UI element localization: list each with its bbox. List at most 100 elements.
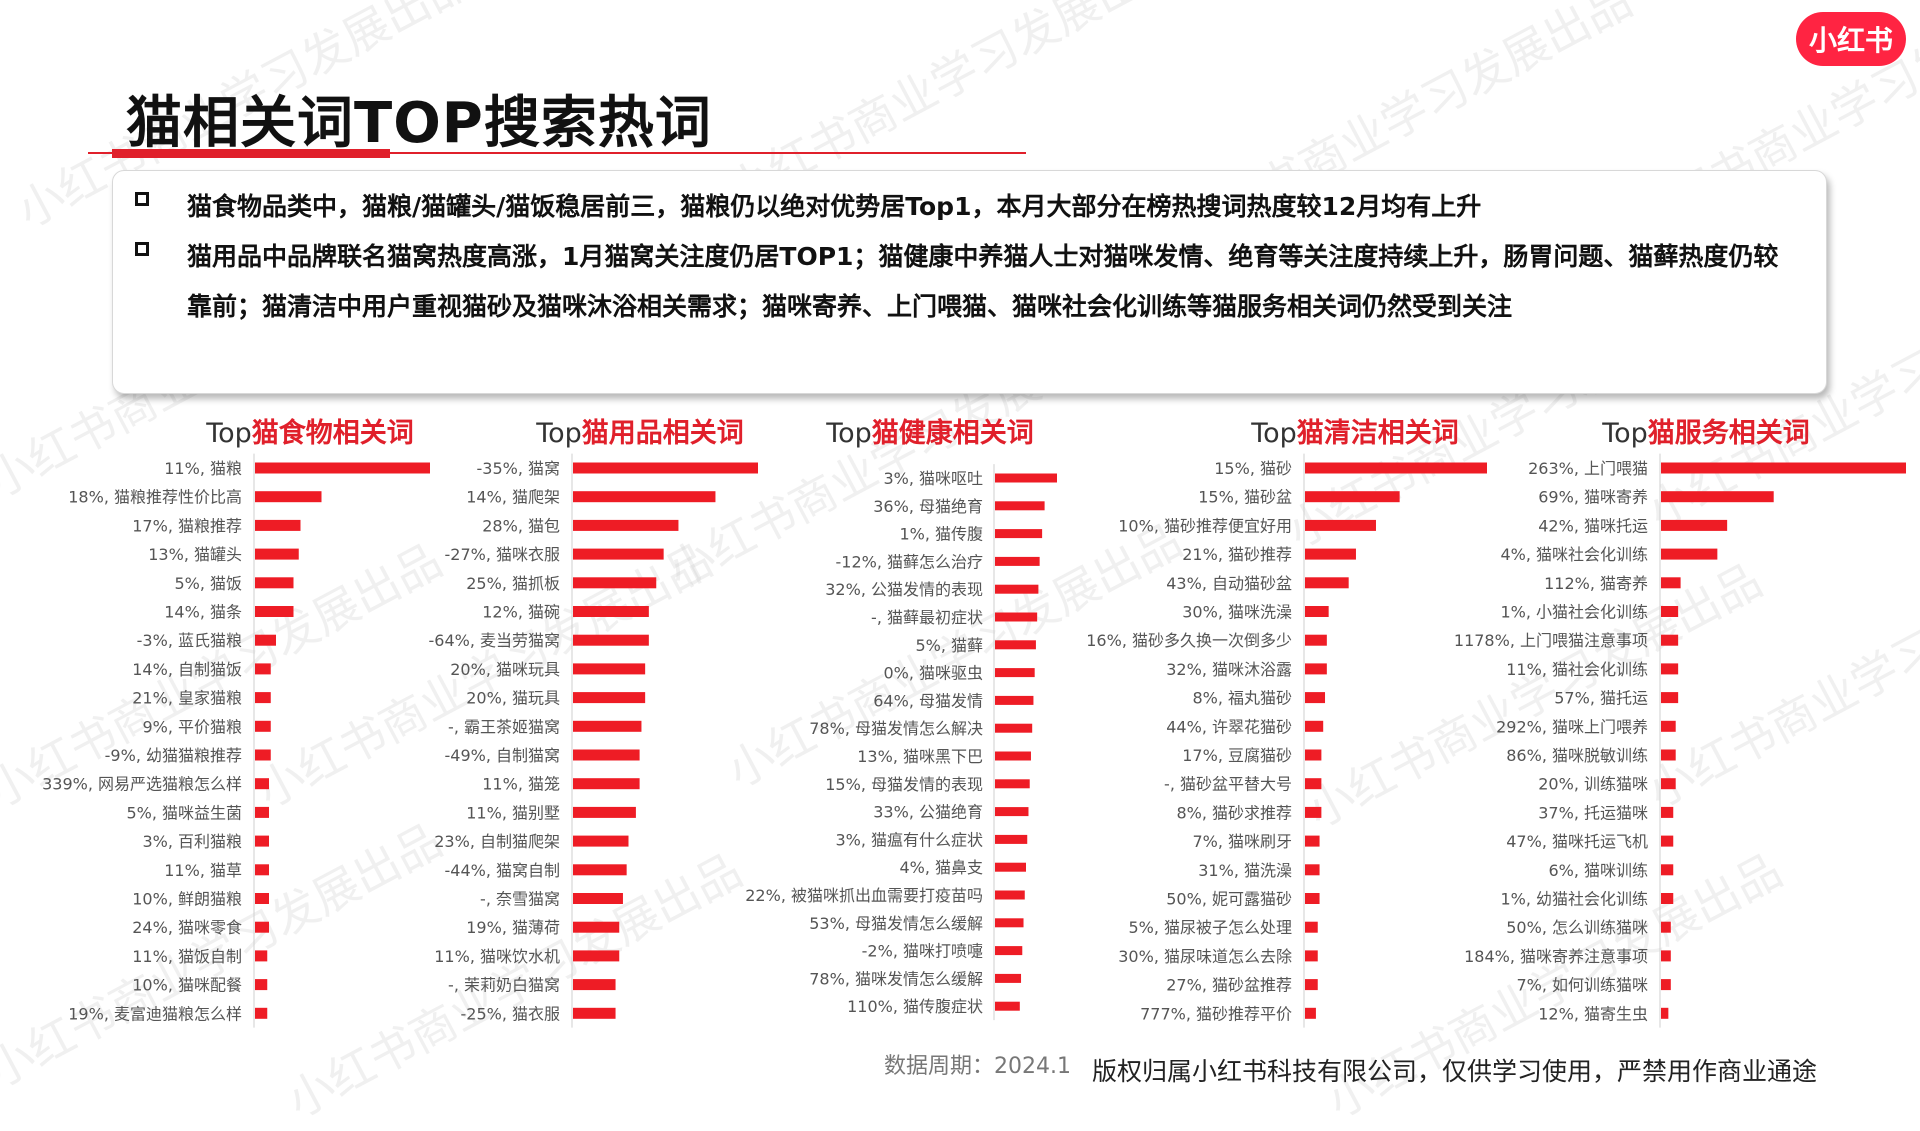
bar — [255, 1007, 268, 1019]
bar — [573, 806, 636, 818]
category-label: 11%, 猫粮 — [164, 459, 242, 478]
chart-title-prefix: Top — [535, 418, 582, 449]
category-label: 10%, 猫砂推荐便宜好用 — [1118, 516, 1292, 535]
category-label: 20%, 猫咪玩具 — [450, 660, 560, 679]
category-label: -, 奈雪猫窝 — [480, 890, 560, 909]
category-label: 17%, 豆腐猫砂 — [1182, 746, 1292, 765]
bar — [995, 807, 1029, 817]
category-label: 4%, 猫鼻支 — [899, 858, 983, 877]
category-label: 32%, 公猫发情的表现 — [825, 580, 983, 599]
category-label: 43%, 自动猫砂盆 — [1166, 574, 1292, 593]
category-label: 22%, 被猫咪抓出血需要打疫苗吗 — [745, 886, 983, 905]
bar — [573, 462, 758, 474]
bar — [1305, 806, 1322, 818]
chart-4: Top猫清洁相关词 15%, 猫砂 15%, 猫砂盆 10%, 猫砂推荐便宜好用 21%… — [1086, 418, 1487, 1028]
bar — [255, 778, 269, 790]
bar — [1305, 692, 1326, 704]
category-label: 15%, 猫砂 — [1214, 459, 1292, 478]
category-label: 78%, 母猫发情怎么解决 — [809, 719, 983, 738]
category-label: 12%, 猫碗 — [482, 603, 560, 622]
bar — [255, 548, 299, 560]
category-label: -, 猫藓最初症状 — [871, 608, 983, 627]
category-label: 21%, 猫砂推荐 — [1182, 545, 1292, 564]
category-label: -3%, 蓝氏猫粮 — [137, 631, 242, 650]
page-title: 猫相关词TOP搜索热词 — [126, 91, 712, 156]
category-label: 36%, 母猫绝育 — [873, 497, 983, 516]
bar — [1661, 606, 1679, 617]
bar — [1305, 606, 1329, 617]
chart-3: Top猫健康相关词 3%, 猫咪呕吐 36%, 母猫绝育 1%, 猫传腹 -12%, 猫… — [745, 417, 1057, 1021]
category-label: 263%, 上门喂猫 — [1528, 459, 1648, 478]
category-label: 11%, 猫社会化训练 — [1506, 660, 1648, 679]
bar — [255, 864, 269, 876]
category-label: 15%, 猫砂盆 — [1198, 488, 1292, 507]
category-label: 19%, 麦富迪猫粮怎么样 — [68, 1004, 242, 1023]
category-label: -35%, 猫窝 — [476, 459, 560, 478]
category-label: 3%, 猫咪呕吐 — [883, 469, 983, 488]
title-underline-accent — [112, 149, 390, 158]
category-label: 11%, 猫饭自制 — [132, 947, 242, 966]
bar — [1305, 462, 1487, 474]
bar — [1661, 778, 1676, 790]
category-label: -12%, 猫藓怎么治疗 — [835, 552, 983, 571]
chart-1: Top猫食物相关词 11%, 猫粮 18%, 猫粮推荐性价比高 17%, 猫粮推荐 13… — [42, 417, 430, 1028]
bar — [1661, 634, 1679, 646]
bar — [995, 890, 1025, 900]
bar — [1661, 893, 1674, 904]
chart-title: Top猫服务相关词 — [1601, 418, 1810, 449]
bar — [1661, 864, 1674, 876]
category-label: 47%, 猫咪托运飞机 — [1506, 832, 1648, 851]
bar — [1661, 577, 1681, 589]
bar — [573, 921, 620, 933]
category-label: 24%, 猫咪零食 — [132, 918, 242, 937]
category-label: 25%, 猫抓板 — [466, 574, 560, 593]
category-label: 777%, 猫砂推荐平价 — [1140, 1004, 1292, 1023]
category-label: 14%, 猫爬架 — [466, 488, 560, 507]
chart-title-text: 猫食物相关词 — [252, 417, 414, 449]
category-label: 53%, 母猫发情怎么缓解 — [809, 914, 983, 933]
bar — [1305, 634, 1327, 646]
category-label: 3%, 百利猫粮 — [142, 832, 242, 851]
category-label: 21%, 皇家猫粮 — [132, 689, 242, 708]
category-label: -64%, 麦当劳猫窝 — [428, 631, 560, 650]
data-period: 数据周期：2024.1 — [884, 1054, 1071, 1079]
category-label: 5%, 猫尿被子怎么处理 — [1128, 918, 1292, 937]
bar — [1661, 519, 1728, 531]
bar — [1661, 749, 1676, 761]
bar — [995, 668, 1035, 678]
bar — [573, 577, 657, 589]
bar — [1661, 1007, 1669, 1019]
bar — [1661, 806, 1674, 818]
bar — [995, 834, 1028, 844]
bar — [1661, 462, 1906, 474]
chart-title: Top猫清洁相关词 — [1250, 418, 1459, 449]
bar — [255, 921, 269, 933]
category-label: 12%, 猫寄生虫 — [1538, 1004, 1648, 1023]
bar — [255, 606, 294, 617]
bar — [573, 720, 642, 732]
category-label: 57%, 猫托运 — [1554, 689, 1648, 708]
title-underline — [88, 152, 1026, 154]
bar — [995, 501, 1045, 511]
category-label: -2%, 猫咪打喷嚏 — [862, 942, 983, 961]
category-label: 184%, 猫咪寄养注意事项 — [1464, 947, 1648, 966]
category-label: 18%, 猫粮推荐性价比高 — [68, 488, 242, 507]
category-label: 42%, 猫咪托运 — [1538, 516, 1648, 535]
category-label: 13%, 猫咪黑下巴 — [857, 747, 983, 766]
category-label: 69%, 猫咪寄养 — [1538, 488, 1648, 507]
category-label: 11%, 猫笼 — [482, 775, 560, 794]
category-label: 11%, 猫草 — [164, 861, 242, 880]
bar — [995, 918, 1024, 928]
bar — [995, 1001, 1020, 1011]
category-label: 15%, 母猫发情的表现 — [825, 775, 983, 794]
bar — [995, 779, 1030, 789]
bar — [573, 692, 646, 704]
bar — [255, 519, 301, 531]
summary-text-2: 猫用品中品牌联名猫窝热度高涨，1月猫窝关注度仍居TOP1；猫健康中养猫人士对猫咪… — [187, 242, 1779, 321]
bar — [573, 950, 620, 962]
category-label: 78%, 猫咪发情怎么缓解 — [809, 969, 983, 988]
category-label: 44%, 许翠花猫砂 — [1166, 717, 1292, 736]
category-label: -49%, 自制猫窝 — [444, 746, 560, 765]
